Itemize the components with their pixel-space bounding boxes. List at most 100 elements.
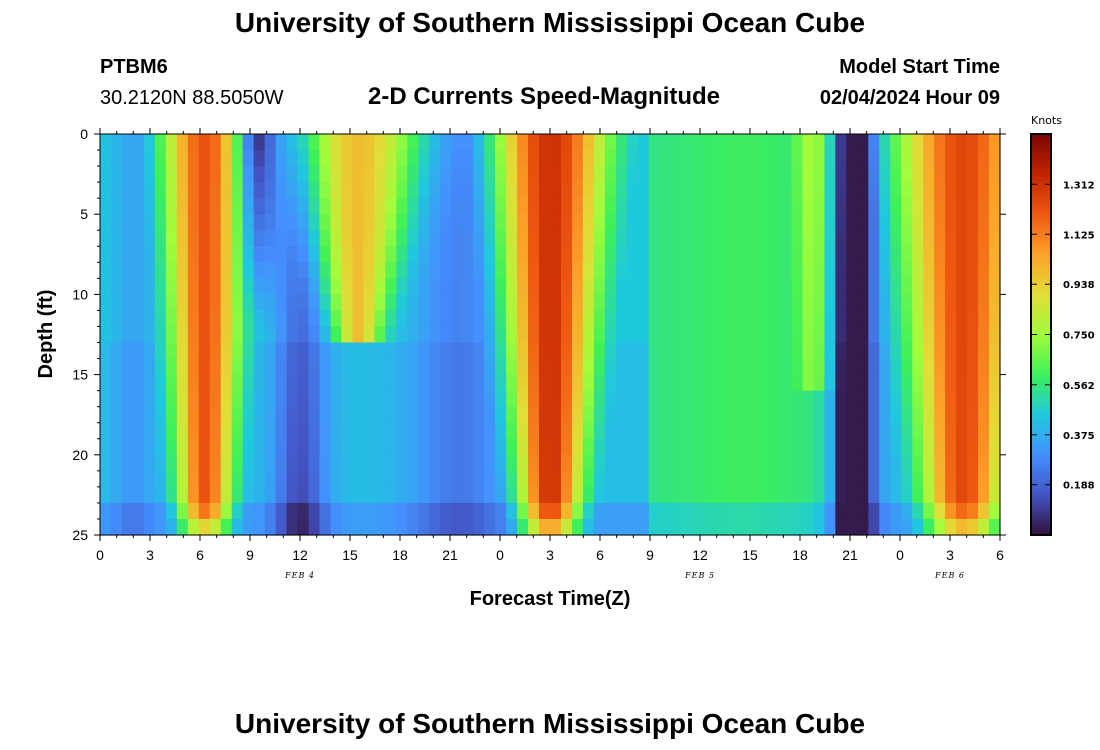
heatmap-cell	[560, 262, 573, 279]
heatmap-cell	[648, 326, 661, 344]
heatmap-cell	[242, 230, 255, 247]
heatmap-cell	[418, 342, 430, 360]
heatmap-cell	[198, 470, 211, 488]
heatmap-cell	[308, 230, 321, 247]
heatmap-cell	[989, 150, 1001, 167]
heatmap-cell	[528, 310, 540, 328]
heatmap-cell	[791, 406, 804, 424]
heatmap-cell	[593, 454, 606, 472]
heatmap-cell	[187, 214, 200, 231]
heatmap-cell	[385, 390, 397, 408]
heatmap-cell	[989, 454, 1001, 472]
heatmap-cell	[934, 518, 946, 536]
heatmap-cell	[319, 470, 332, 488]
heatmap-cell	[462, 278, 474, 295]
heatmap-cell	[253, 406, 266, 424]
heatmap-cell	[835, 198, 847, 215]
heatmap-cell	[176, 502, 189, 520]
heatmap-cell	[967, 470, 979, 488]
heatmap-cell	[143, 310, 156, 328]
heatmap-cell	[890, 214, 902, 231]
heatmap-cell	[593, 166, 606, 183]
heatmap-cell	[626, 406, 639, 424]
heatmap-cell	[418, 262, 430, 279]
heatmap-cell	[560, 294, 573, 312]
y-tick-label: 0	[80, 126, 88, 142]
heatmap-cell	[626, 486, 639, 504]
heatmap-cell	[714, 422, 727, 440]
heatmap-cell	[648, 438, 661, 456]
heatmap-cell	[341, 358, 354, 376]
heatmap-cell	[714, 486, 727, 504]
heatmap-cell	[429, 406, 441, 424]
heatmap-cell	[571, 454, 584, 472]
heatmap-cell	[725, 518, 738, 536]
heatmap-cell	[670, 198, 683, 215]
heatmap-cell	[945, 182, 957, 199]
heatmap-cell	[330, 262, 343, 279]
heatmap-cell	[582, 310, 595, 328]
model-start-value: 02/04/2024 Hour 09	[819, 87, 1000, 109]
heatmap-cell	[846, 262, 858, 279]
heatmap-cell	[824, 214, 836, 231]
heatmap-cell	[648, 470, 661, 488]
heatmap-cell	[868, 358, 880, 376]
heatmap-cell	[791, 518, 804, 536]
heatmap-cell	[539, 262, 551, 279]
heatmap-cell	[110, 246, 123, 263]
heatmap-cell	[582, 214, 595, 231]
heatmap-cell	[791, 390, 804, 408]
heatmap-cell	[231, 262, 244, 279]
heatmap-cell	[396, 198, 408, 215]
heatmap-cell	[802, 246, 815, 263]
heatmap-cell	[528, 454, 540, 472]
heatmap-cell	[308, 214, 321, 231]
heatmap-cell	[813, 358, 825, 376]
heatmap-cell	[582, 358, 595, 376]
heatmap-cell	[495, 166, 507, 183]
heatmap-cell	[495, 486, 507, 504]
heatmap-cell	[220, 278, 233, 295]
heatmap-cell	[692, 390, 705, 408]
heatmap-cell	[725, 262, 738, 279]
heatmap-cell	[517, 438, 529, 456]
heatmap-cell	[582, 166, 595, 183]
heatmap-cell	[528, 342, 540, 360]
heatmap-cell	[484, 390, 496, 408]
heatmap-cell	[286, 278, 299, 295]
heatmap-cell	[550, 214, 562, 231]
heatmap-cell	[780, 230, 793, 247]
heatmap-cell	[604, 422, 617, 440]
heatmap-cell	[286, 214, 299, 231]
heatmap-cell	[275, 326, 288, 344]
heatmap-cell	[187, 454, 200, 472]
heatmap-cell	[802, 214, 815, 231]
heatmap-cell	[637, 406, 650, 424]
heatmap-cell	[187, 182, 200, 199]
heatmap-cell	[648, 518, 661, 536]
heatmap-cell	[703, 166, 716, 183]
heatmap-cell	[121, 358, 134, 376]
heatmap-cell	[780, 470, 793, 488]
heatmap-cell	[989, 166, 1001, 183]
heatmap-cell	[571, 166, 584, 183]
heatmap-cell	[736, 214, 749, 231]
heatmap-cell	[582, 470, 595, 488]
heatmap-cell	[901, 486, 913, 504]
heatmap-cell	[813, 390, 825, 408]
heatmap-cell	[264, 374, 277, 392]
heatmap-cell	[253, 342, 266, 360]
heatmap-cell	[879, 214, 891, 231]
heatmap-cell	[121, 518, 134, 536]
heatmap-cell	[374, 470, 386, 488]
heatmap-cell	[659, 150, 672, 167]
heatmap-cell	[242, 454, 255, 472]
heatmap-cell	[517, 470, 529, 488]
heatmap-cell	[242, 518, 255, 536]
heatmap-cell	[890, 326, 902, 344]
heatmap-cell	[857, 246, 869, 263]
heatmap-cell	[253, 438, 266, 456]
heatmap-cell	[923, 150, 935, 167]
heatmap-cell	[945, 518, 957, 536]
heatmap-cell	[791, 198, 804, 215]
